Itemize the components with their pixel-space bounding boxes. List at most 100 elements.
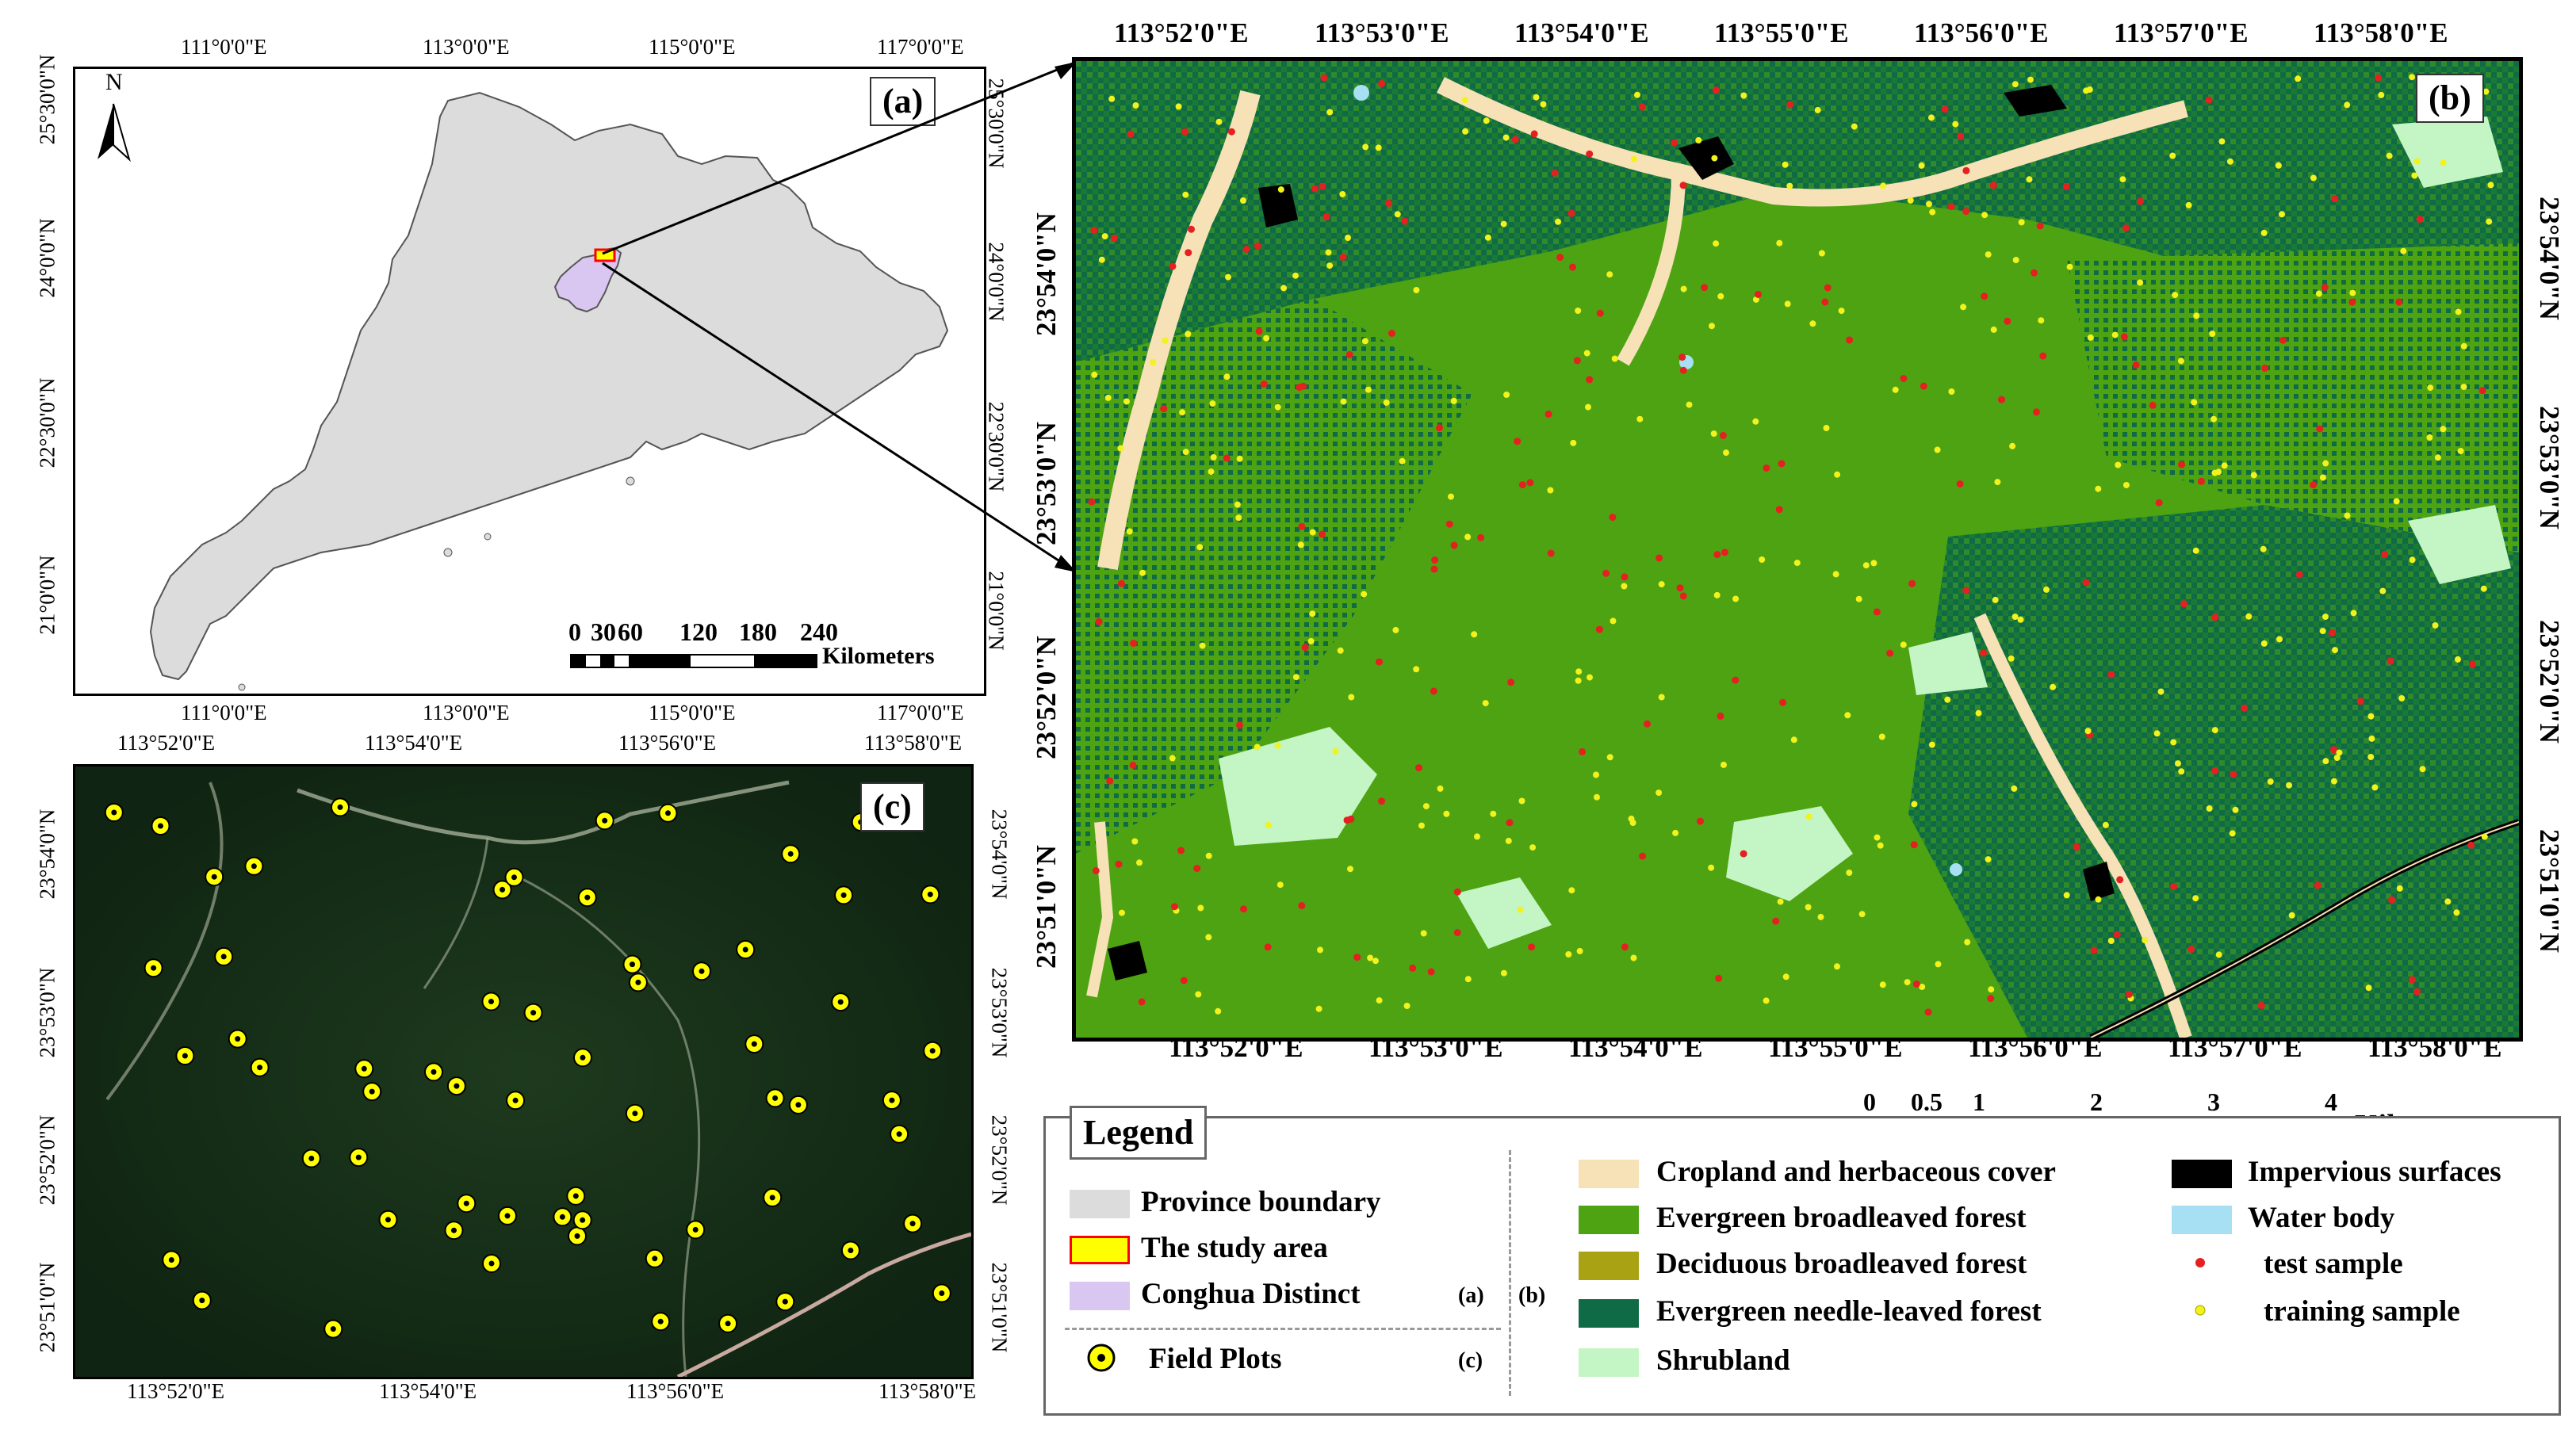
training-sample-point (2350, 610, 2357, 617)
test-sample-point (1180, 977, 1188, 984)
valley-line (297, 780, 790, 845)
training-sample-point (2066, 263, 2073, 270)
training-sample-point (2011, 81, 2019, 88)
field-plot-marker (446, 1076, 466, 1096)
training-sample-point (2367, 754, 2375, 760)
training-sample-point (1583, 350, 1590, 357)
training-sample-point (2185, 201, 2192, 208)
training-sample-point (2008, 655, 2015, 662)
training-sample-point (2218, 138, 2226, 145)
panel-c-right-lat-4: 23°51'0"N (987, 1262, 1012, 1353)
test-sample-point (1181, 128, 1188, 136)
training-sample-point (2460, 384, 2467, 391)
training-sample-point (1503, 392, 1510, 398)
test-sample-point (1106, 777, 1114, 785)
test-sample-point (1526, 479, 1534, 487)
training-sample-point (1235, 514, 1242, 522)
legend-label-field-plots: Field Plots (1149, 1343, 1282, 1375)
training-sample-point (1240, 197, 1246, 204)
field-plot-marker (921, 885, 940, 904)
test-sample-point (2416, 216, 2424, 223)
field-plot-marker (151, 816, 170, 835)
training-sample-point (1340, 398, 1347, 405)
training-sample-point (1708, 864, 1715, 871)
field-plot-marker (566, 1186, 586, 1206)
test-sample-point (2090, 946, 2098, 954)
training-sample-point (1717, 292, 1724, 300)
training-sample-point (1851, 123, 1858, 130)
panel-a-scalebar: 0 30 60 120 180 240 Kilometers (568, 617, 965, 673)
test-sample-point (2073, 843, 2080, 851)
field-plot-marker (628, 973, 648, 992)
test-sample-point (1989, 182, 1997, 189)
field-plot-marker (595, 811, 614, 831)
training-sample-point (2095, 896, 2102, 903)
sample-points (1088, 74, 2494, 1016)
legend-divider (1065, 1328, 1501, 1330)
test-sample-point (1676, 584, 1684, 592)
training-sample-point (2083, 87, 2090, 94)
panel-b-top-lon-3: 113°54'0"E (1514, 17, 1649, 48)
test-sample-point (2331, 195, 2339, 203)
island (443, 548, 453, 557)
training-sample-icon (2195, 1305, 2206, 1316)
training-sample-point (2295, 75, 2302, 82)
training-sample-point (1394, 211, 1401, 218)
field-plot-marker (625, 1103, 645, 1123)
test-sample-point (1115, 860, 1123, 868)
training-sample-point (1117, 445, 1124, 452)
test-sample-point (1110, 234, 1118, 242)
training-sample-point (1376, 997, 1383, 1004)
training-sample-point (1518, 797, 1525, 805)
training-sample-point (1236, 455, 1243, 462)
panel-b-scale-num: 1 (1973, 1088, 1985, 1116)
test-sample-point (1981, 292, 1988, 300)
training-sample-point (1132, 102, 1139, 109)
training-sample-point (2398, 695, 2406, 701)
field-plot-marker (686, 1220, 706, 1240)
test-sample-point (1908, 579, 1916, 587)
training-sample-point (1418, 822, 1425, 829)
test-sample-point (1130, 640, 1137, 647)
test-sample-point (1717, 712, 1724, 720)
training-sample-point (2211, 727, 2218, 734)
test-sample-point (1236, 721, 1243, 729)
test-sample-point (2211, 614, 2219, 621)
field-plot-marker (362, 1082, 382, 1102)
training-sample-point (1234, 501, 1241, 508)
test-sample-point (1987, 995, 1995, 1003)
guangdong-province-shape (149, 91, 949, 681)
legend-swatch-cropland (1579, 1160, 1639, 1188)
panel-b-right-lat-3: 23°52'0"N (2534, 620, 2565, 744)
test-sample-point (2257, 1002, 2265, 1009)
training-sample-point (1277, 881, 1284, 889)
test-sample-point (1980, 649, 1988, 657)
training-sample-point (2482, 88, 2490, 95)
training-sample-point (2209, 331, 2216, 337)
test-sample-point (1941, 105, 1949, 113)
test-sample-point (1453, 929, 1461, 936)
training-sample-point (1361, 338, 1368, 345)
field-plot-marker (349, 1148, 369, 1168)
test-sample-point (1639, 852, 1647, 860)
test-sample-point (1378, 79, 1386, 87)
valley-line (423, 837, 489, 989)
island (484, 533, 492, 541)
test-sample-icon (2195, 1258, 2205, 1267)
field-plot-marker (205, 867, 224, 887)
training-sample-point (2169, 152, 2176, 159)
test-sample-point (1095, 617, 1103, 625)
test-sample-point (1193, 865, 1201, 873)
training-sample-point (1182, 449, 1189, 456)
legend-swatch-evergreen-broadleaved (1579, 1206, 1639, 1234)
training-sample-point (2192, 547, 2199, 554)
field-plot-marker (504, 867, 524, 887)
field-plot-marker (882, 1091, 901, 1111)
panel-b-left-lat-1: 23°54'0"N (1031, 212, 1062, 336)
training-sample-point (2210, 415, 2218, 422)
panel-a-scale-num: 60 (618, 617, 643, 646)
test-sample-point (1322, 213, 1330, 221)
test-sample-point (1573, 357, 1581, 365)
training-sample-point (1540, 101, 1547, 108)
training-sample-point (2453, 909, 2460, 916)
